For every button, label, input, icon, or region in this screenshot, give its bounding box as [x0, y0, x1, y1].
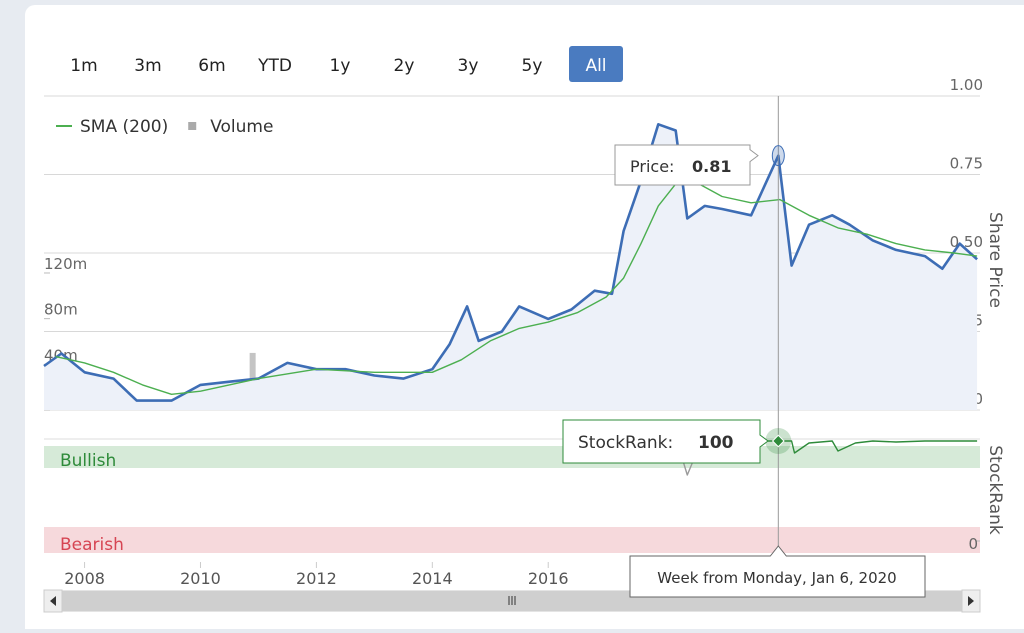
y-axis-title: StockRank — [985, 445, 1005, 535]
band-label: Bullish — [60, 451, 116, 471]
price-marker — [771, 145, 785, 167]
line-series — [55, 183, 978, 395]
price-area — [44, 124, 978, 411]
range-button[interactable]: 3y — [458, 56, 479, 76]
tooltip-value: 100 — [698, 433, 734, 453]
tooltips: Price: 0.81 StockRank: 100 Week from Monday,… — [562, 96, 926, 598]
line-series — [43, 123, 978, 402]
range-button[interactable]: 1m — [70, 56, 97, 76]
legend-label[interactable]: Volume — [210, 117, 273, 137]
range-button[interactable]: 2y — [394, 56, 415, 76]
range-selector: 1m 3m 6m YTD 1y 2y 3y 5y All — [70, 46, 623, 82]
range-button[interactable]: 5y — [522, 56, 543, 76]
tooltip-value: 0.81 — [692, 157, 731, 176]
tooltip-box — [614, 144, 759, 186]
x-tick-label: 2010 — [180, 569, 221, 588]
tooltip-box — [562, 419, 769, 464]
range-button-bg[interactable] — [569, 46, 623, 82]
bearish-band — [44, 527, 980, 553]
tooltip-label: StockRank: — [578, 433, 673, 453]
y-tick-label: 1.00 — [950, 76, 983, 94]
y-tick-label: 0.75 — [950, 155, 983, 173]
scroll-grip — [508, 596, 516, 605]
y-axis-title: Share Price — [985, 212, 1005, 308]
y2-tick-label: 120m — [44, 255, 87, 273]
range-button[interactable]: 3m — [134, 56, 161, 76]
legend-label[interactable]: SMA (200) — [80, 117, 168, 137]
y-tick-label: 0 — [968, 535, 978, 553]
rank-marker — [771, 434, 785, 448]
range-button[interactable]: All — [585, 56, 606, 76]
range-button[interactable]: 6m — [198, 56, 225, 76]
y2-tick-label: 80m — [44, 301, 78, 319]
band-label: Bearish — [60, 535, 124, 555]
line-series — [765, 440, 978, 454]
legend-symbol — [188, 122, 197, 130]
range-button[interactable]: 1y — [330, 56, 351, 76]
x-tick-label: 2014 — [412, 569, 453, 588]
price-panel: 0.000.250.500.751.00040m80m120mShare Pri… — [43, 76, 1005, 411]
x-tick-label: 2016 — [528, 569, 569, 588]
crosshair-label: Week from Monday, Jan 6, 2020 — [657, 569, 896, 587]
bullish-band — [44, 446, 980, 468]
range-button[interactable]: YTD — [257, 56, 292, 76]
x-tick-label: 2008 — [64, 569, 105, 588]
x-tick-label: 2012 — [296, 569, 337, 588]
tooltip-box — [629, 545, 926, 598]
tooltip-label: Price: — [630, 157, 674, 176]
